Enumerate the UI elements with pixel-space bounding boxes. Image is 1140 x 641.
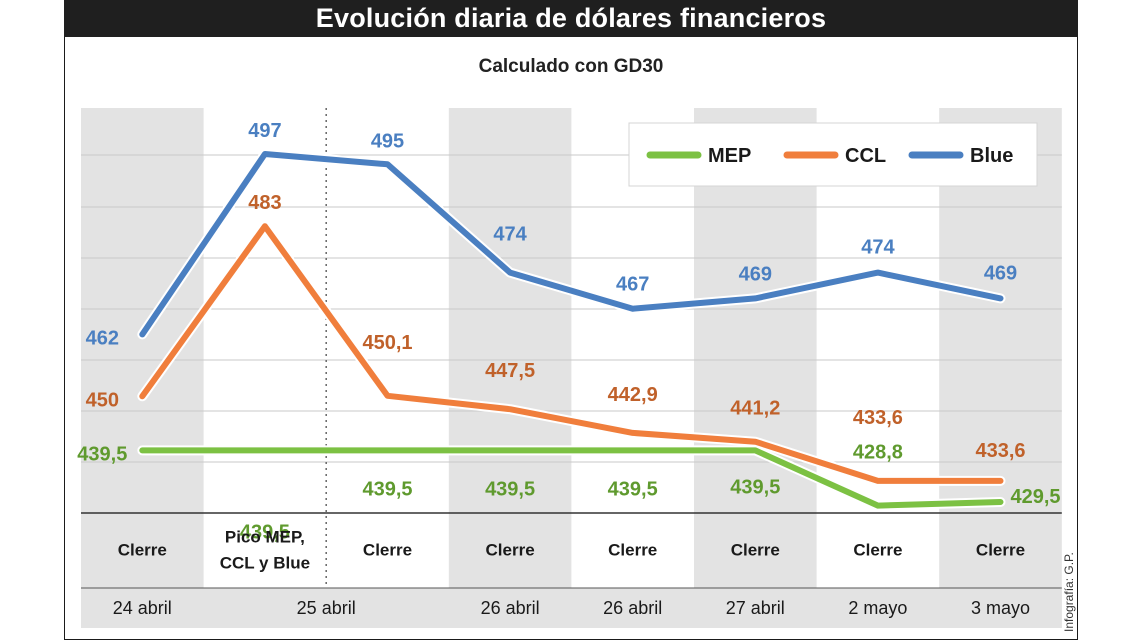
legend-label-mep: MEP — [708, 145, 751, 167]
category-label: Clerre — [731, 541, 780, 560]
date-label: 25 abril — [297, 598, 356, 618]
column-band — [939, 108, 1062, 628]
legend: MEP CCL Blue — [628, 122, 1038, 187]
data-label-mep: 429,5 — [1010, 486, 1060, 508]
data-label-mep: 428,8 — [853, 442, 903, 464]
column-band — [81, 108, 204, 628]
date-label: 2 mayo — [848, 598, 907, 618]
category-label: Clerre — [853, 541, 902, 560]
category-label: Clerre — [486, 541, 535, 560]
date-label: 27 abril — [726, 598, 785, 618]
data-label-ccl: 450,1 — [362, 332, 412, 354]
series-line-blue — [139, 151, 1004, 338]
data-label-mep: 439,5 — [240, 521, 290, 543]
data-label-blue: 474 — [861, 237, 895, 259]
category-label: Pico MEP, — [225, 528, 305, 547]
date-label: 24 abril — [113, 598, 172, 618]
legend-label-blue: Blue — [970, 145, 1013, 167]
series-line-mep — [139, 447, 1004, 509]
series-blue — [137, 149, 1006, 340]
data-label-mep: 439,5 — [730, 476, 780, 498]
data-label-mep: 439,5 — [77, 443, 127, 465]
date-label: 26 abril — [481, 598, 540, 618]
category-label: Clerre — [608, 541, 657, 560]
category-label: Clerre — [363, 541, 412, 560]
category-label: CCL y Blue — [220, 554, 310, 573]
data-label-ccl: 433,6 — [853, 407, 903, 429]
data-label-blue: 469 — [984, 262, 1017, 284]
data-label-ccl: 433,6 — [975, 440, 1025, 462]
chart-title: Evolución diaria de dólares financieros — [64, 0, 1078, 37]
data-label-mep: 439,5 — [362, 478, 412, 500]
column-band — [694, 108, 817, 628]
data-label-blue: 495 — [371, 130, 404, 152]
category-label: Clerre — [118, 541, 167, 560]
series-line-ccl — [139, 223, 1004, 484]
column-band — [448, 108, 572, 628]
data-label-ccl: 441,2 — [730, 398, 780, 420]
series-mep — [137, 445, 1006, 511]
data-label-blue: 469 — [739, 263, 772, 285]
date-label: 26 abril — [603, 598, 662, 618]
data-label-ccl: 442,9 — [608, 384, 658, 406]
data-label-ccl: 450 — [86, 389, 119, 411]
chart-subtitle: Calculado con GD30 — [478, 56, 664, 77]
data-label-ccl: 447,5 — [485, 360, 535, 382]
data-label-blue: 497 — [248, 120, 281, 142]
data-label-blue: 467 — [616, 274, 649, 296]
data-label-mep: 439,5 — [608, 478, 658, 500]
credit-note: Infografía: G.P. — [1062, 552, 1076, 632]
data-label-mep: 439,5 — [485, 478, 535, 500]
data-label-blue: 474 — [493, 224, 527, 246]
date-row-band — [81, 588, 1062, 628]
legend-label-ccl: CCL — [845, 145, 886, 167]
date-label: 3 mayo — [971, 598, 1030, 618]
data-label-blue: 462 — [86, 327, 119, 349]
series-ccl — [137, 221, 1006, 486]
category-label: Clerre — [976, 541, 1025, 560]
data-label-ccl: 483 — [248, 192, 281, 214]
